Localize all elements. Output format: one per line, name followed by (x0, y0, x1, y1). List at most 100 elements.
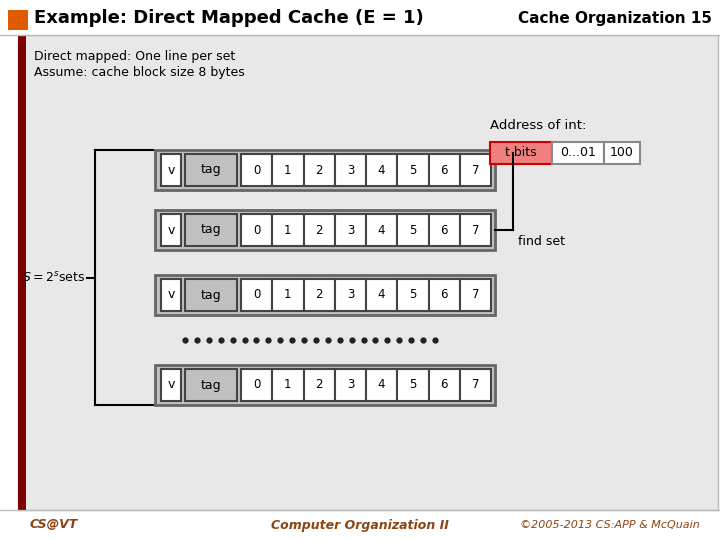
Text: Example: Direct Mapped Cache (E = 1): Example: Direct Mapped Cache (E = 1) (34, 9, 424, 27)
Bar (335, 154, 366, 186)
Text: Computer Organization II: Computer Organization II (271, 518, 449, 531)
Bar (428, 214, 460, 246)
Bar (604, 142, 640, 164)
Bar (161, 154, 181, 186)
Bar (460, 279, 491, 311)
Text: v: v (167, 379, 175, 392)
Text: 0: 0 (253, 288, 261, 301)
Text: 3: 3 (347, 288, 354, 301)
Bar (335, 214, 366, 246)
Text: 5: 5 (409, 379, 417, 392)
Text: v: v (167, 164, 175, 177)
Bar (490, 142, 552, 164)
Text: t bits: t bits (505, 146, 537, 159)
Bar (0, 0, 720, 35)
Bar (161, 279, 181, 311)
Bar (241, 369, 272, 401)
Text: Direct mapped: One line per set: Direct mapped: One line per set (34, 50, 235, 63)
Text: 0: 0 (253, 224, 261, 237)
Bar (18, 35, 26, 510)
Text: 2: 2 (315, 164, 323, 177)
Text: 5: 5 (409, 164, 417, 177)
Text: 0: 0 (253, 379, 261, 392)
Bar (18, 35, 718, 510)
Bar (397, 279, 428, 311)
Bar (155, 275, 495, 315)
Bar (272, 154, 304, 186)
Text: v: v (167, 224, 175, 237)
Text: Assume: cache block size 8 bytes: Assume: cache block size 8 bytes (34, 66, 245, 79)
Text: 1: 1 (284, 224, 292, 237)
Text: 3: 3 (347, 379, 354, 392)
Text: $S = 2^s$sets: $S = 2^s$sets (22, 271, 85, 285)
Text: 3: 3 (347, 224, 354, 237)
Text: 2: 2 (315, 379, 323, 392)
Bar (161, 214, 181, 246)
Bar (366, 214, 397, 246)
Bar (397, 214, 428, 246)
Bar (155, 365, 495, 405)
Bar (272, 369, 304, 401)
Bar (460, 369, 491, 401)
Bar (185, 279, 237, 311)
Text: 100: 100 (610, 146, 634, 159)
Bar (460, 214, 491, 246)
Text: 7: 7 (472, 288, 479, 301)
Text: 2: 2 (315, 224, 323, 237)
Bar (304, 214, 335, 246)
Text: 7: 7 (472, 164, 479, 177)
Bar (428, 154, 460, 186)
Bar (428, 369, 460, 401)
Text: 6: 6 (441, 224, 448, 237)
Text: 2: 2 (315, 288, 323, 301)
Text: 1: 1 (284, 288, 292, 301)
Bar (335, 369, 366, 401)
Bar (8, 10, 28, 30)
Text: ©2005-2013 CS:APP & McQuain: ©2005-2013 CS:APP & McQuain (521, 520, 700, 530)
Text: 1: 1 (284, 164, 292, 177)
Bar (241, 154, 272, 186)
Text: 6: 6 (441, 288, 448, 301)
Text: v: v (167, 288, 175, 301)
Bar (304, 369, 335, 401)
Text: CS@VT: CS@VT (30, 518, 78, 531)
Text: tag: tag (201, 224, 221, 237)
Bar (272, 279, 304, 311)
Bar (366, 279, 397, 311)
Bar (304, 154, 335, 186)
Text: 0: 0 (253, 164, 261, 177)
Bar (428, 279, 460, 311)
Bar (460, 154, 491, 186)
Bar (397, 369, 428, 401)
Text: 4: 4 (378, 164, 385, 177)
Bar (185, 154, 237, 186)
Text: 1: 1 (284, 379, 292, 392)
Bar (241, 279, 272, 311)
Text: find set: find set (518, 235, 564, 248)
Bar (161, 369, 181, 401)
Text: 5: 5 (409, 288, 417, 301)
Text: 0...01: 0...01 (560, 146, 596, 159)
Bar (185, 369, 237, 401)
Bar (335, 279, 366, 311)
Text: 7: 7 (472, 224, 479, 237)
Text: 4: 4 (378, 288, 385, 301)
Text: tag: tag (201, 379, 221, 392)
Text: 7: 7 (472, 379, 479, 392)
Bar (272, 214, 304, 246)
Text: 5: 5 (409, 224, 417, 237)
Text: 4: 4 (378, 224, 385, 237)
Bar (155, 150, 495, 190)
Bar (552, 142, 604, 164)
Bar (241, 214, 272, 246)
Bar (155, 210, 495, 250)
Bar (304, 279, 335, 311)
Text: 4: 4 (378, 379, 385, 392)
Text: tag: tag (201, 164, 221, 177)
Text: 6: 6 (441, 379, 448, 392)
Bar (366, 154, 397, 186)
Bar (397, 154, 428, 186)
Text: Cache Organization 15: Cache Organization 15 (518, 10, 712, 25)
Text: tag: tag (201, 288, 221, 301)
Text: 6: 6 (441, 164, 448, 177)
